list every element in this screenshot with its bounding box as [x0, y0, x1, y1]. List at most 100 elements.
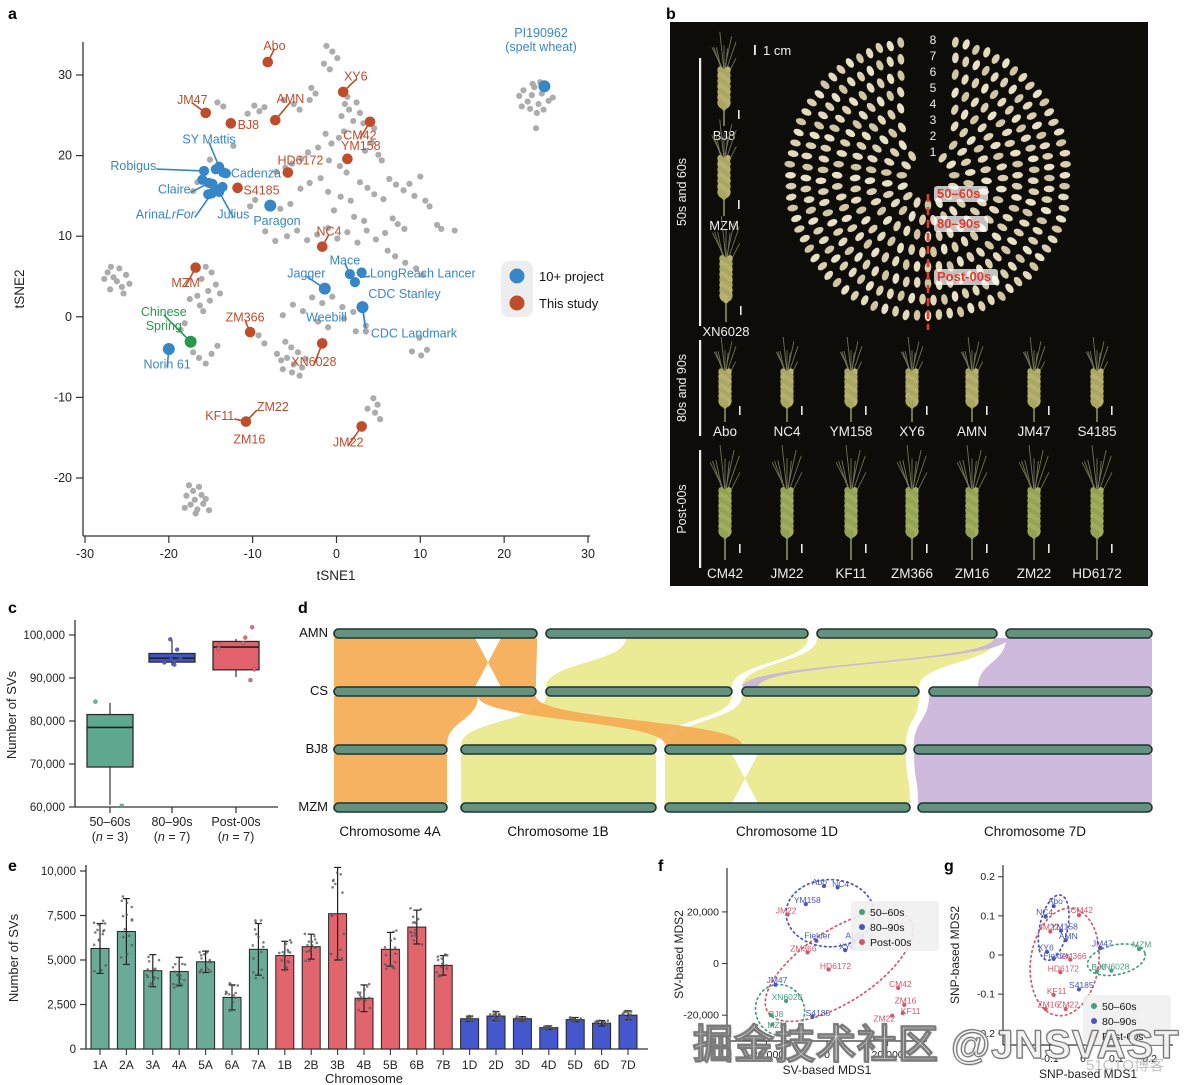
- svg-text:80–90s: 80–90s: [151, 815, 192, 829]
- svg-text:KF11: KF11: [901, 1006, 921, 1016]
- svg-text:(n = 7): (n = 7): [218, 830, 255, 844]
- svg-text:NC4: NC4: [773, 424, 800, 439]
- svg-text:XY6: XY6: [1038, 943, 1054, 953]
- svg-text:XY6: XY6: [839, 941, 855, 951]
- svg-text:7A: 7A: [251, 1058, 266, 1072]
- svg-text:ZM16: ZM16: [1037, 1000, 1059, 1010]
- svg-text:0.2: 0.2: [1142, 1053, 1157, 1065]
- svg-text:Paragon: Paragon: [253, 214, 300, 228]
- svg-text:MZM: MZM: [298, 799, 328, 814]
- svg-text:-20,000: -20,000: [683, 1010, 719, 1022]
- svg-text:ZM366: ZM366: [790, 943, 817, 953]
- svg-text:ZM16: ZM16: [955, 566, 990, 581]
- era-group-2: Post-00s: [675, 450, 702, 568]
- svg-text:S4185: S4185: [1069, 980, 1094, 990]
- svg-text:Chromosome 7D: Chromosome 7D: [984, 824, 1086, 839]
- svg-text:XN6028: XN6028: [703, 324, 750, 339]
- svg-text:XY6: XY6: [899, 424, 925, 439]
- sv-mds-plot: -20,000 0 20,000 20,000 0 -20,000 SV-based MDS…: [672, 868, 939, 1077]
- svg-text:-0.1: -0.1: [1041, 1053, 1059, 1065]
- svg-text:ZM16: ZM16: [895, 996, 917, 1006]
- svg-text:3D: 3D: [515, 1058, 531, 1072]
- svg-text:Jagger: Jagger: [287, 266, 325, 280]
- svg-text:ZM366: ZM366: [1060, 951, 1087, 961]
- svg-text:80s and 90s: 80s and 90s: [675, 354, 689, 422]
- svg-text:6B: 6B: [409, 1058, 424, 1072]
- svg-text:BJ8: BJ8: [306, 741, 328, 756]
- svg-text:7D: 7D: [620, 1058, 636, 1072]
- svg-text:70,000: 70,000: [30, 759, 65, 771]
- svg-text:ZM366: ZM366: [226, 311, 265, 325]
- panel-b-letter: b: [666, 6, 676, 23]
- svg-text:Fielder: Fielder: [1043, 950, 1069, 960]
- svg-text:6D: 6D: [594, 1058, 610, 1072]
- boxes: 50–60s(n = 3)80–90s(n = 7)Post-00s(n = 7…: [86, 625, 261, 844]
- panel-d-letter: d: [298, 600, 308, 617]
- svg-text:Weebill: Weebill: [306, 311, 347, 325]
- svg-text:8: 8: [930, 33, 937, 47]
- svg-text:3B: 3B: [330, 1058, 345, 1072]
- svg-text:BJ8: BJ8: [769, 1009, 784, 1019]
- svg-text:2D: 2D: [488, 1058, 504, 1072]
- svg-text:Post-00s: Post-00s: [870, 937, 911, 949]
- legend: 50–60s 80–90s Post-00s: [851, 901, 939, 951]
- svg-text:NC4: NC4: [1036, 907, 1053, 917]
- spike-row-post00s: CM42 JM22 KF11 ZM366 ZM16 ZM22 HD6172: [707, 444, 1122, 581]
- svg-text:50–60s: 50–60s: [937, 186, 980, 201]
- svg-text:MZM: MZM: [1132, 939, 1151, 949]
- svg-text:Chromosome 1B: Chromosome 1B: [507, 824, 608, 839]
- svg-text:Number of SVs: Number of SVs: [6, 913, 21, 1002]
- svg-text:(n = 7): (n = 7): [154, 830, 191, 844]
- svg-text:5,000: 5,000: [47, 955, 76, 967]
- legend: 50–60s 80–90s Post-00s: [1083, 995, 1171, 1045]
- svg-text:AMN: AMN: [957, 424, 987, 439]
- svg-text:Julius: Julius: [217, 207, 249, 221]
- cluster-ellipses: [1029, 894, 1147, 1017]
- svg-text:KF11: KF11: [1047, 986, 1067, 996]
- svg-text:-30: -30: [76, 547, 94, 561]
- svg-text:20,000: 20,000: [872, 1049, 904, 1061]
- svg-text:PI190962: PI190962: [514, 26, 568, 40]
- labeled-points: [162, 56, 551, 432]
- chromosome-labels: Chromosome 4A Chromosome 1B Chromosome 1D C…: [339, 824, 1086, 839]
- svg-text:Post-00s: Post-00s: [937, 269, 991, 284]
- svg-text:Cadenza: Cadenza: [231, 166, 281, 180]
- svg-text:CM42: CM42: [707, 566, 743, 581]
- svg-text:0: 0: [713, 958, 719, 970]
- panel-g-snp-mds: -0.1 0 0.1 0.2 0.2 0.1 0 -0.1 -0.2 SNP-based MDS1…: [945, 853, 1184, 1085]
- svg-text:80,000: 80,000: [30, 716, 65, 728]
- svg-text:(n = 3): (n = 3): [92, 830, 129, 844]
- svg-text:7: 7: [930, 49, 937, 63]
- svg-text:MZM: MZM: [171, 276, 199, 290]
- svg-text:ZM22: ZM22: [873, 1013, 895, 1023]
- svg-text:Norin 61: Norin 61: [144, 357, 191, 371]
- svg-text:tSNE1: tSNE1: [316, 568, 355, 583]
- svg-text:Abo: Abo: [812, 877, 827, 887]
- svg-text:BJ8: BJ8: [238, 118, 260, 132]
- panel-f-sv-mds: -20,000 0 20,000 20,000 0 -20,000 SV-based MDS…: [655, 853, 950, 1085]
- svg-text:MZM: MZM: [767, 1020, 786, 1030]
- panel-b-photo: 1 cm 50s and 60s 80s and 90s Post-00s BJ8 MZM…: [670, 22, 1148, 586]
- svg-text:CM42: CM42: [889, 979, 912, 989]
- bars: 1A 2A 3A 4A 5A 6A 7A 1B 2B 3B 4B 5B 6B 7B 1D 2D 3D 4D 5D 6D…: [90, 866, 638, 1072]
- svg-text:0: 0: [989, 950, 995, 962]
- svg-text:1A: 1A: [93, 1058, 108, 1072]
- svg-text:Fielder: Fielder: [804, 930, 830, 940]
- svg-text:ZM22: ZM22: [257, 400, 289, 414]
- background-points: [101, 42, 556, 517]
- svg-text:6A: 6A: [225, 1058, 240, 1072]
- svg-text:-10: -10: [244, 547, 262, 561]
- svg-text:Abo: Abo: [713, 424, 737, 439]
- svg-text:CM42: CM42: [343, 128, 376, 142]
- svg-text:0.1: 0.1: [1109, 1053, 1124, 1065]
- svg-text:HD6172: HD6172: [1072, 566, 1122, 581]
- snp-mds-plot: -0.1 0 0.1 0.2 0.2 0.1 0 -0.1 -0.2 SNP-based MDS1…: [948, 865, 1173, 1081]
- svg-text:20,000: 20,000: [687, 906, 719, 918]
- scale-bar: 1 cm: [754, 43, 791, 58]
- svg-text:Mace: Mace: [330, 253, 361, 267]
- svg-text:ZM16: ZM16: [233, 432, 265, 446]
- panel-g-letter: g: [944, 858, 954, 875]
- panel-e-barchart: 10,000 7,500 5,000 2,500 0 Number of SVs Chrom…: [0, 853, 660, 1085]
